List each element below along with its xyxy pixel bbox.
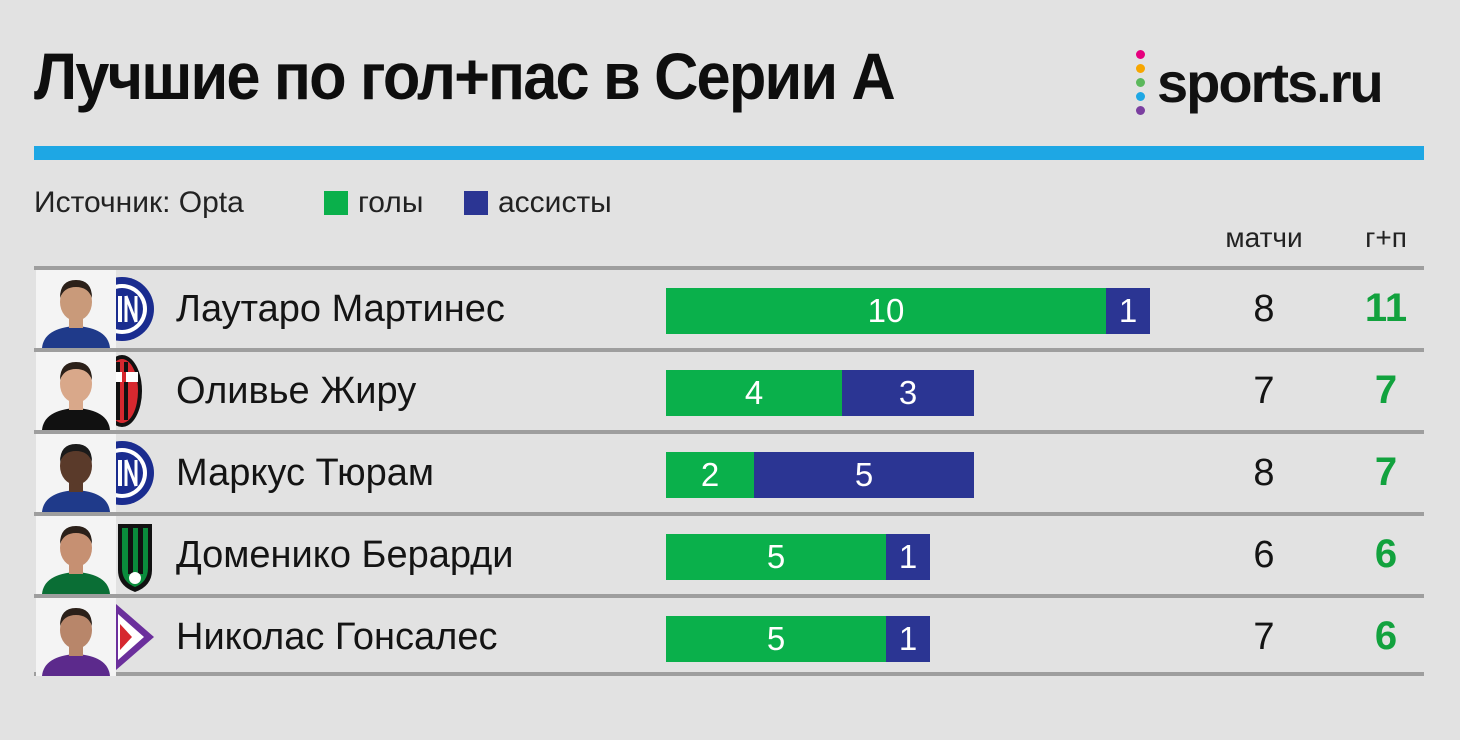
player-photo: [36, 352, 116, 430]
inter-crest-icon: [116, 434, 156, 512]
bar-assists-segment: 3: [842, 370, 974, 416]
total-value: 6: [1374, 614, 1398, 658]
bar-goals-segment: 10: [666, 288, 1106, 334]
bar-assists-segment: 5: [754, 452, 974, 498]
player-row: Доменико Берарди 5 1 6 6: [34, 512, 1424, 594]
total-value: 7: [1374, 368, 1398, 412]
logo-dot: [1136, 49, 1145, 59]
matches-value: 7: [1253, 616, 1275, 658]
player-name: Лаутаро Мартинес: [176, 288, 505, 330]
matches-value: 8: [1253, 288, 1275, 330]
bar-assists-segment: 1: [886, 616, 930, 662]
bar-assists-segment: 1: [886, 534, 930, 580]
legend-assists-swatch: [464, 191, 488, 215]
matches-value: 6: [1253, 534, 1275, 576]
logo-dot: [1136, 105, 1145, 115]
bar-goals-segment: 5: [666, 616, 886, 662]
total-value: 7: [1374, 450, 1398, 494]
legend-goals: голы: [324, 186, 423, 220]
total-value: 6: [1374, 532, 1398, 576]
bar-goals-segment: 5: [666, 534, 886, 580]
total-column-header: г+п: [1365, 222, 1407, 253]
player-row: Лаутаро Мартинес 10 1 8 11: [34, 266, 1424, 348]
stacked-bar: 10 1: [666, 288, 1150, 334]
logo-dot: [1136, 63, 1145, 73]
bar-goals-segment: 2: [666, 452, 754, 498]
legend-assists: ассисты: [464, 186, 612, 220]
inter-crest-icon: [116, 270, 156, 348]
logo-text: sports.ru: [1157, 50, 1384, 114]
player-name: Доменико Берарди: [176, 534, 514, 576]
sports-ru-logo: sports.ru: [1136, 44, 1384, 120]
title-divider: [34, 146, 1424, 160]
player-row: Оливье Жиру 4 3 7 7: [34, 348, 1424, 430]
matches-column-header: матчи: [1225, 222, 1303, 253]
logo-dots: [1136, 49, 1145, 115]
player-row: Маркус Тюрам 2 5 8 7: [34, 430, 1424, 512]
bar-goals-segment: 4: [666, 370, 842, 416]
source-label: Источник: Opta: [34, 186, 244, 219]
player-photo: [36, 270, 116, 348]
legend-goals-swatch: [324, 191, 348, 215]
legend-goals-label: голы: [358, 186, 424, 219]
matches-value: 8: [1253, 452, 1275, 494]
sassuolo-crest-icon: [116, 516, 156, 594]
logo-dot: [1136, 77, 1145, 87]
milan-crest-icon: [116, 352, 156, 430]
player-photo: [36, 598, 116, 676]
player-row: Николас Гонсалес 5 1 7 6: [34, 594, 1424, 676]
player-photo: [36, 516, 116, 594]
player-photo: [36, 434, 116, 512]
matches-value: 7: [1253, 370, 1275, 412]
bar-assists-segment: 1: [1106, 288, 1150, 334]
player-name: Маркус Тюрам: [176, 452, 434, 494]
logo-dot: [1136, 91, 1145, 101]
player-name: Николас Гонсалес: [176, 616, 498, 658]
total-value: 11: [1364, 286, 1408, 330]
chart-title: Лучшие по гол+пас в Серии А: [34, 39, 896, 113]
legend-assists-label: ассисты: [498, 186, 612, 219]
fiorentina-crest-icon: [116, 598, 156, 676]
player-name: Оливье Жиру: [176, 370, 417, 412]
